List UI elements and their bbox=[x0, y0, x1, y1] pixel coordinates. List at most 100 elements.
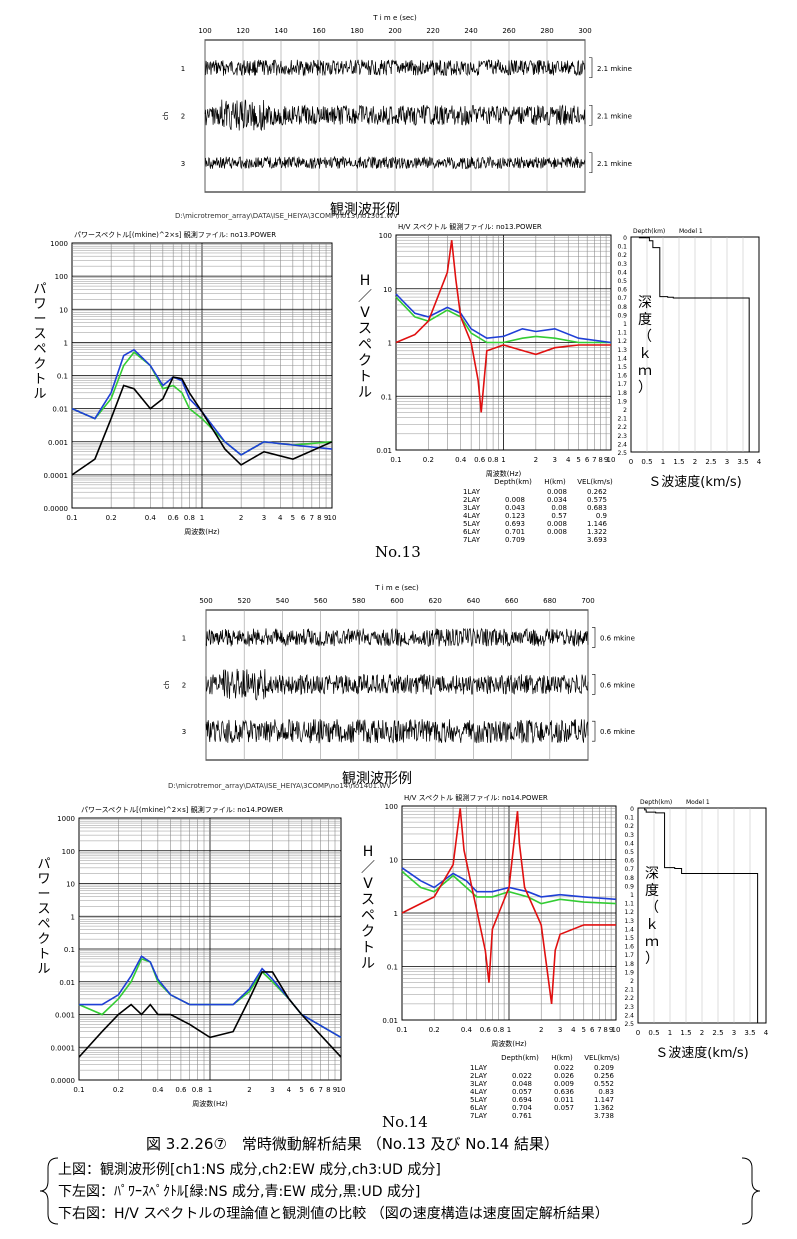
series-line-2 bbox=[395, 240, 611, 413]
y-axis-label-char: ス bbox=[361, 892, 375, 908]
profile-y-tick: 1.5 bbox=[624, 935, 634, 942]
x-tick-label: 0.4 bbox=[152, 1086, 164, 1094]
profile-title: Depth(km) bbox=[640, 799, 672, 806]
profile-y-tick: 0.3 bbox=[617, 261, 627, 268]
table-cell: 0.209 bbox=[594, 1064, 614, 1072]
profile-x-tick: 0 bbox=[636, 1029, 640, 1037]
profile-y-tick: 1.6 bbox=[617, 373, 627, 380]
x-tick-label: 7 bbox=[592, 456, 596, 464]
caption-line-3: 下右図：H/V スペクトルの理論値と観測値の比較 （図の速度構造は速度固定解析結… bbox=[58, 1206, 609, 1222]
x-tick-label: 0.6 bbox=[175, 1086, 187, 1094]
table-cell: 0.022 bbox=[554, 1064, 574, 1072]
x-tick-label: 7 bbox=[597, 1026, 601, 1034]
profile-x-tick: 1.5 bbox=[673, 458, 684, 466]
y-axis-label-char: V bbox=[363, 876, 373, 892]
table-cell: 3LAY bbox=[463, 504, 481, 512]
profile-y-label-char: ） bbox=[645, 951, 659, 967]
profile-x-tick: 3.5 bbox=[737, 458, 748, 466]
x-tick-label: 0.1 bbox=[396, 1026, 407, 1034]
table-cell: 4LAY bbox=[470, 1088, 488, 1096]
profile-y-tick: 0.9 bbox=[624, 883, 634, 890]
waveform-tick-label: 280 bbox=[540, 27, 553, 35]
table-cell: 0.008 bbox=[505, 496, 525, 504]
table-cell: 0.694 bbox=[512, 1096, 533, 1104]
profile-y-tick: 2.3 bbox=[617, 433, 627, 440]
table-cell: 0.256 bbox=[594, 1072, 615, 1080]
waveform-xlabel: T i m e (sec) bbox=[374, 584, 419, 592]
x-tick-label: 0.8 bbox=[192, 1086, 203, 1094]
profile-y-label-char: 深 bbox=[645, 866, 659, 882]
profile-y-tick: 1.1 bbox=[617, 330, 627, 337]
profile-y-tick: 1.3 bbox=[617, 347, 627, 354]
profile-y-tick: 1.9 bbox=[624, 969, 634, 976]
velocity-step-line bbox=[644, 808, 759, 1023]
profile-x-tick: 2.5 bbox=[712, 1029, 723, 1037]
x-tick-label: 2 bbox=[247, 1086, 251, 1094]
y-axis-label-char: ー bbox=[37, 887, 50, 902]
table-cell: 5LAY bbox=[470, 1096, 488, 1104]
table-cell: 3.738 bbox=[594, 1112, 614, 1120]
table-cell: 1LAY bbox=[470, 1064, 488, 1072]
y-axis-label-char: V bbox=[360, 305, 370, 321]
table-cell: 7LAY bbox=[470, 1112, 488, 1120]
velocity-step-line bbox=[638, 237, 750, 452]
x-tick-label: 0.4 bbox=[145, 514, 157, 522]
waveform-tick-label: 160 bbox=[312, 27, 325, 35]
y-tick-label: 1000 bbox=[50, 240, 68, 248]
series-line-0 bbox=[401, 870, 617, 905]
profile-y-tick: 1.7 bbox=[617, 381, 627, 388]
y-tick-label: 0.001 bbox=[55, 1012, 75, 1020]
x-tick-label: 6 bbox=[585, 456, 590, 464]
y-axis-label-char: ル bbox=[361, 956, 375, 972]
profile-x-tick: 1.5 bbox=[680, 1029, 691, 1037]
y-axis-label-char: ク bbox=[358, 353, 372, 369]
channel-label: 1 bbox=[182, 634, 186, 642]
y-tick-label: 10 bbox=[66, 881, 75, 889]
channel-label: 3 bbox=[181, 160, 185, 168]
series-line-1 bbox=[79, 955, 342, 1039]
x-tick-label: 0.6 bbox=[480, 1026, 492, 1034]
channel-label: 2 bbox=[182, 681, 186, 689]
profile-y-tick: 1.5 bbox=[617, 364, 627, 371]
y-axis-label-char: ワ bbox=[33, 297, 46, 312]
profile-x-label: Ｓ波速度(km/s) bbox=[655, 1045, 749, 1061]
profile-y-tick: 0.3 bbox=[624, 832, 634, 839]
table-cell: 2LAY bbox=[470, 1072, 488, 1080]
x-tick-label: 8 bbox=[326, 1086, 330, 1094]
table-cell: 0.034 bbox=[547, 496, 568, 504]
x-axis-label: 周波数(Hz) bbox=[486, 469, 522, 478]
table-cell: 0.709 bbox=[505, 536, 525, 544]
table-cell: 0.043 bbox=[505, 504, 525, 512]
table-cell: 0.057 bbox=[512, 1088, 532, 1096]
x-tick-label: 0.4 bbox=[455, 456, 467, 464]
figure-title: 図 3.2.26⑦ 常時微動解析結果 （No.13 及び No.14 結果） bbox=[146, 1135, 559, 1153]
profile-x-tick: 2 bbox=[693, 458, 697, 466]
waveform-tick-label: 120 bbox=[236, 27, 249, 35]
waveform-tick-label: 180 bbox=[350, 27, 363, 35]
waveform-ylabel: ch bbox=[163, 681, 171, 689]
waveform-tick-label: 240 bbox=[464, 27, 477, 35]
profile-x-label: Ｓ波速度(km/s) bbox=[648, 474, 742, 490]
y-tick-label: 10 bbox=[383, 286, 392, 294]
caption-line-2: 下左図：ﾊﾟﾜｰｽﾍﾟｸﾄﾙ[緑:NS 成分,青:EW 成分,黒:UD 成分] bbox=[58, 1184, 421, 1200]
scale-bracket bbox=[592, 674, 596, 695]
table-cell: 3.693 bbox=[587, 536, 607, 544]
y-axis-label-char: ト bbox=[358, 369, 372, 385]
table-cell: 0.008 bbox=[547, 520, 567, 528]
table-header: Depth(km) bbox=[494, 478, 532, 486]
table-cell: 0.83 bbox=[598, 1088, 614, 1096]
y-axis-label-char: ス bbox=[358, 321, 372, 337]
table-cell: 1.362 bbox=[594, 1104, 614, 1112]
table-cell: 0.008 bbox=[547, 528, 567, 536]
x-tick-label: 1 bbox=[208, 1086, 212, 1094]
y-tick-label: 0.01 bbox=[382, 1017, 398, 1025]
table-cell: 6LAY bbox=[470, 1104, 488, 1112]
x-tick-label: 2 bbox=[239, 514, 243, 522]
series-line-2 bbox=[71, 376, 333, 476]
profile-x-tick: 0.5 bbox=[648, 1029, 659, 1037]
x-tick-label: 0.8 bbox=[488, 456, 499, 464]
profile-x-tick: 3 bbox=[732, 1029, 736, 1037]
x-axis-label: 周波数(Hz) bbox=[491, 1039, 527, 1048]
